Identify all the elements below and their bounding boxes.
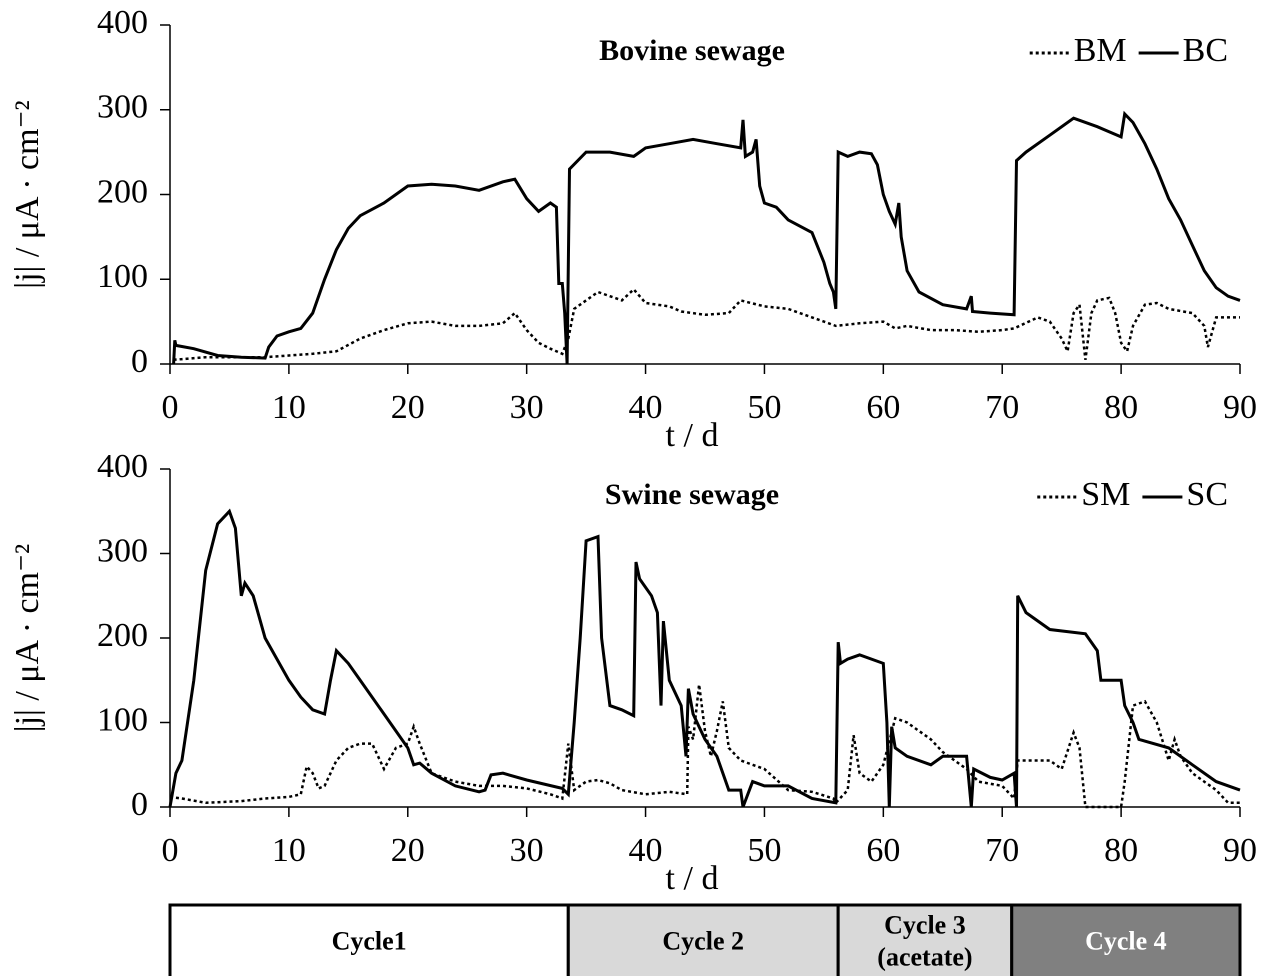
x-axis-label: t / d: [666, 860, 719, 897]
x-tick-label: 20: [391, 389, 425, 426]
x-tick-label: 40: [629, 832, 663, 869]
x-tick-label: 60: [866, 389, 900, 426]
x-tick-label: 80: [1104, 389, 1138, 426]
x-axis-label: t / d: [666, 417, 719, 454]
x-tick-label: 30: [510, 832, 544, 869]
cycle-label: Cycle 3: [884, 910, 966, 939]
series-line: [169, 684, 1240, 809]
x-tick-label: 10: [272, 832, 306, 869]
y-tick-label: 200: [97, 617, 148, 654]
x-tick-label: 90: [1223, 389, 1257, 426]
y-tick-label: 100: [97, 701, 148, 738]
x-tick-label: 70: [985, 389, 1019, 426]
cycle-label: Cycle1: [332, 926, 407, 955]
legend-label: BC: [1183, 32, 1228, 69]
cycle-label: (acetate): [877, 942, 972, 971]
series-line: [173, 287, 1240, 362]
series-line: [172, 110, 1241, 365]
legend-label: SM: [1081, 476, 1130, 513]
x-tick-label: 90: [1223, 832, 1257, 869]
chart-title: Bovine sewage: [599, 34, 785, 67]
y-axis-label: |j| / μA · cm⁻²: [9, 100, 46, 288]
cycle-label: Cycle 4: [1085, 926, 1167, 955]
y-axis-label: |j| / μA · cm⁻²: [9, 544, 46, 732]
x-tick-label: 50: [747, 389, 781, 426]
x-tick-label: 60: [866, 832, 900, 869]
x-tick-label: 0: [162, 832, 179, 869]
series-line: [168, 508, 1241, 808]
chart-title: Swine sewage: [605, 478, 779, 511]
y-tick-label: 400: [97, 4, 148, 41]
x-tick-label: 50: [747, 832, 781, 869]
cycle-box: [1010, 903, 1242, 976]
x-tick-label: 30: [510, 389, 544, 426]
cycle-box: [836, 903, 1014, 976]
y-tick-label: 200: [97, 173, 148, 210]
x-tick-label: 80: [1104, 832, 1138, 869]
y-tick-label: 300: [97, 89, 148, 126]
x-tick-label: 20: [391, 832, 425, 869]
legend-label: SC: [1186, 476, 1228, 513]
y-tick-label: 400: [97, 448, 148, 485]
y-tick-label: 0: [131, 786, 148, 823]
y-tick-label: 300: [97, 532, 148, 569]
cycle-label: Cycle 2: [662, 926, 744, 955]
x-tick-label: 10: [272, 389, 306, 426]
legend-label: BM: [1074, 32, 1127, 69]
x-tick-label: 40: [629, 389, 663, 426]
x-tick-label: 70: [985, 832, 1019, 869]
y-tick-label: 0: [131, 343, 148, 380]
y-tick-label: 100: [97, 258, 148, 295]
x-tick-label: 0: [162, 389, 179, 426]
